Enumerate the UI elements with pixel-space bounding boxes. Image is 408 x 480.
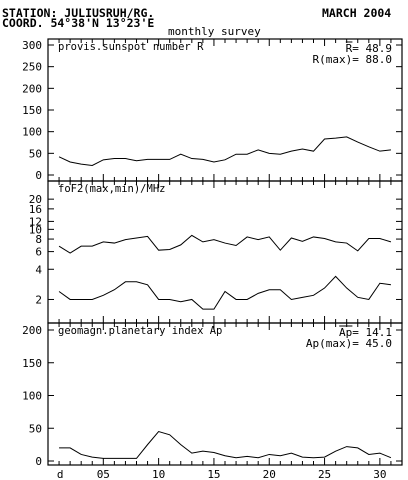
panel-1-stat-1: R= 48.9 (346, 42, 392, 55)
panel-2-title: foF2(max,min)/MHz (58, 183, 165, 195)
x-tick-label: 20 (263, 468, 276, 480)
chart-marks (58, 136, 392, 459)
y-tick-label: 200 (22, 324, 42, 337)
y-tick-label: 12 (29, 215, 42, 228)
y-tick-label: 50 (29, 422, 42, 435)
y-tick-label: 4 (35, 263, 42, 276)
panel-3-title: geomagn.planetary index Ap (58, 325, 222, 337)
y-tick-label: 20 (29, 193, 42, 206)
panel-frames (47, 38, 403, 466)
panel-1-stat-2: R(max)= 88.0 (313, 53, 392, 66)
survey-subtitle: monthly survey (168, 25, 261, 38)
y-tick-label: 150 (22, 104, 42, 117)
x-tick-label: 10 (152, 468, 165, 480)
x-tick-label: 15 (207, 468, 220, 480)
y-tick-label: 6 (35, 246, 42, 259)
y-tick-label: 50 (29, 147, 42, 160)
y-tick-label: 100 (22, 126, 42, 139)
y-tick-label: 16 (29, 203, 42, 216)
y-tick-label: 0 (35, 169, 42, 182)
y-tick-label: 150 (22, 357, 42, 370)
month-year-label: MARCH 2004 (322, 6, 392, 20)
y-tick-label: 250 (22, 61, 42, 74)
y-tick-label: 2 (35, 293, 42, 306)
panel-2-series-line (58, 234, 392, 254)
y-tick-label: 100 (22, 390, 42, 403)
x-tick-label: d (57, 468, 64, 480)
station-label: STATION: JULIUSRUH/RG. (2, 6, 155, 20)
y-tick-label: 10 (29, 223, 42, 236)
y-tick-label: 8 (35, 233, 42, 246)
y-tick-label: 200 (22, 82, 42, 95)
x-tick-label: 25 (318, 468, 331, 480)
panel-1-title: provis.sunspot number R (58, 41, 204, 53)
panel-1-series-line (58, 136, 391, 166)
panel-3-stat-1: Ap= 14.1 (339, 326, 392, 339)
x-tick-label: 30 (373, 468, 386, 480)
panel-2-frame (47, 180, 403, 324)
panel-3-stat-2: Ap(max)= 45.0 (306, 337, 392, 350)
x-tick-label: 05 (97, 468, 110, 480)
panel-3-series-line (59, 430, 392, 459)
y-tick-label: 300 (22, 39, 42, 52)
panel-2-series-line (58, 275, 392, 310)
y-tick-label: 0 (35, 455, 42, 468)
coordinates-label: COORD. 54°38'N 13°23'E (2, 16, 155, 30)
